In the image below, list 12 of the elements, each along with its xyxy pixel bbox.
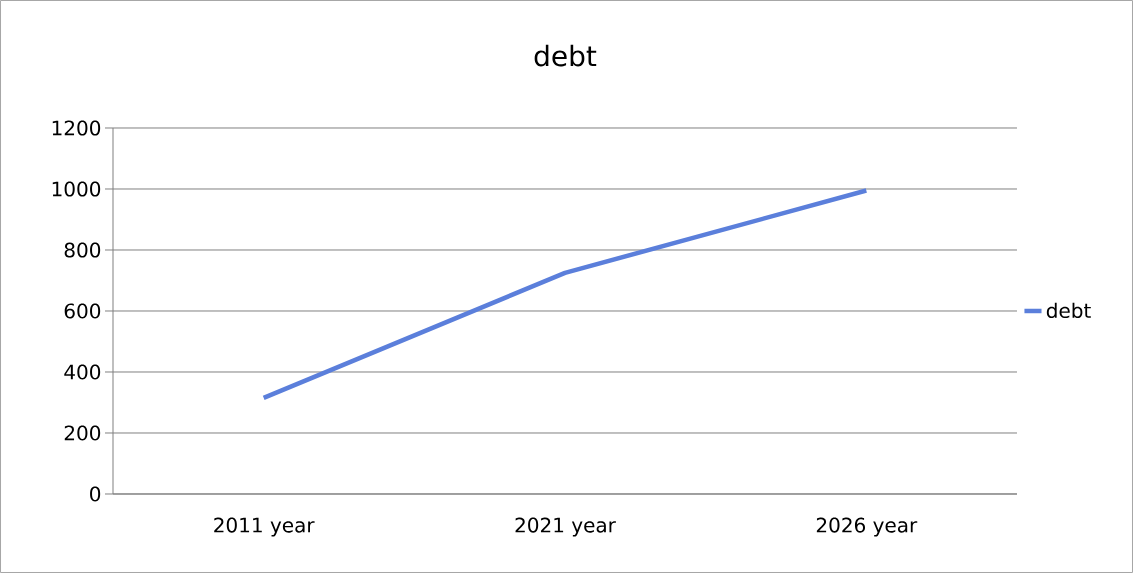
y-tick-label: 1200 — [52, 120, 101, 136]
y-tick-label: 600 — [64, 303, 101, 319]
y-tick-label: 200 — [64, 425, 101, 441]
x-tick-label: 2021 year — [515, 517, 616, 537]
y-tick-label: 400 — [64, 364, 101, 380]
x-tick-label: 2026 year — [816, 517, 918, 537]
y-tick-label: 1000 — [52, 181, 101, 197]
y-tick-label: 0 — [90, 486, 101, 502]
legend-label: debt — [1046, 302, 1091, 319]
chart-title: debt — [534, 44, 597, 67]
y-tick-label: 800 — [64, 242, 101, 258]
x-tick-label: 2011 year — [214, 517, 315, 537]
